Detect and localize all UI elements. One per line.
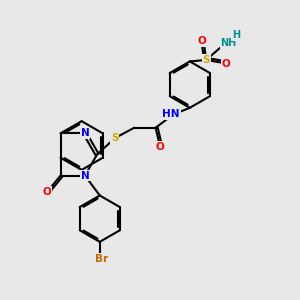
Text: O: O [221,58,230,68]
Text: O: O [43,187,52,197]
Text: N: N [80,171,89,181]
Text: NH: NH [220,38,237,48]
Text: HN: HN [162,109,180,119]
Text: S: S [202,55,210,65]
Text: O: O [198,36,207,46]
Text: S: S [111,133,119,143]
Text: Br: Br [95,254,108,264]
Text: N: N [80,128,89,138]
Text: O: O [156,142,164,152]
Text: H: H [232,30,241,40]
